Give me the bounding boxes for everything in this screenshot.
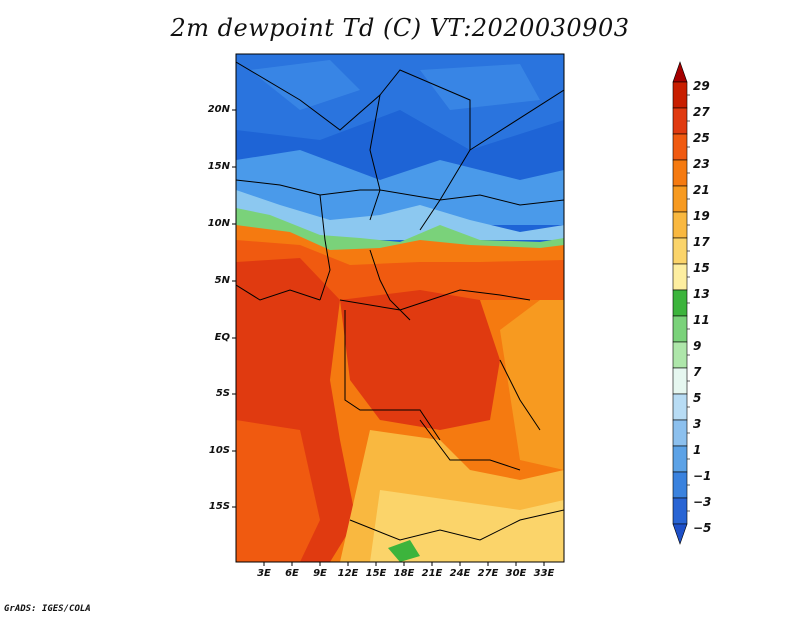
lon-tick-label: 24E [449, 568, 471, 579]
lat-tick-label: 5N [214, 275, 230, 286]
lat-tick-label: EQ [214, 332, 230, 343]
colorbar-swatch [672, 211, 688, 239]
colorbar-label: 13 [693, 287, 710, 301]
colorbar-swatch [672, 393, 688, 421]
colorbar-swatch [672, 367, 688, 395]
colorbar-swatch [672, 81, 688, 109]
colorbar-label: 25 [693, 131, 710, 145]
colorbar-label: 3 [693, 417, 702, 431]
map-title: 2m dewpoint Td (C) VT:2020030903 [170, 14, 630, 42]
colorbar-swatch [672, 263, 688, 291]
colorbar-label: −3 [693, 495, 712, 509]
colorbar-swatch [672, 445, 688, 473]
colorbar-swatch [672, 185, 688, 213]
colorbar-swatch [672, 159, 688, 187]
colorbar-swatch [672, 341, 688, 369]
colorbar-swatch [672, 419, 688, 447]
colorbar [672, 61, 690, 545]
lat-tick-label: 5S [215, 388, 230, 399]
lon-tick-label: 30E [505, 568, 527, 579]
colorbar-swatch [672, 107, 688, 135]
axis-ticks [232, 109, 545, 566]
colorbar-top-arrow [672, 61, 688, 83]
colorbar-label: 19 [693, 209, 710, 223]
dewpoint-field [236, 54, 564, 562]
lon-tick-label: 33E [533, 568, 555, 579]
map-frame [235, 53, 565, 563]
colorbar-label: 5 [693, 391, 702, 405]
country-borders [236, 61, 564, 541]
lon-tick-label: 21E [421, 568, 443, 579]
lon-tick-label: 3E [257, 568, 271, 579]
colorbar-swatch [672, 237, 688, 265]
lon-tick-label: 18E [393, 568, 415, 579]
colorbar-label: −1 [693, 469, 712, 483]
colorbar-label: 17 [693, 235, 710, 249]
lat-tick-label: 15N [207, 161, 230, 172]
colorbar-swatch [672, 315, 688, 343]
colorbar-swatch [672, 471, 688, 499]
lat-tick-label: 20N [207, 104, 230, 115]
lon-tick-label: 6E [285, 568, 299, 579]
colorbar-label: 11 [693, 313, 710, 327]
colorbar-label: −5 [693, 521, 712, 535]
colorbar-label: 9 [693, 339, 702, 353]
colorbar-label: 7 [693, 365, 702, 379]
colorbar-label: 1 [693, 443, 702, 457]
lat-tick-label: 15S [208, 501, 230, 512]
lon-tick-label: 15E [365, 568, 387, 579]
grads-credit: GrADS: IGES/COLA [4, 604, 91, 614]
colorbar-label: 15 [693, 261, 710, 275]
colorbar-bottom-arrow [672, 523, 688, 545]
colorbar-label: 23 [693, 157, 710, 171]
colorbar-swatch [672, 289, 688, 317]
lon-tick-label: 27E [477, 568, 499, 579]
lat-tick-label: 10N [207, 218, 230, 229]
lat-tick-label: 10S [208, 445, 230, 456]
colorbar-swatch [672, 497, 688, 525]
lon-tick-label: 12E [337, 568, 359, 579]
colorbar-label: 29 [693, 79, 710, 93]
colorbar-label: 21 [693, 183, 710, 197]
colorbar-swatch [672, 133, 688, 161]
colorbar-label: 27 [693, 105, 710, 119]
lon-tick-label: 9E [313, 568, 327, 579]
